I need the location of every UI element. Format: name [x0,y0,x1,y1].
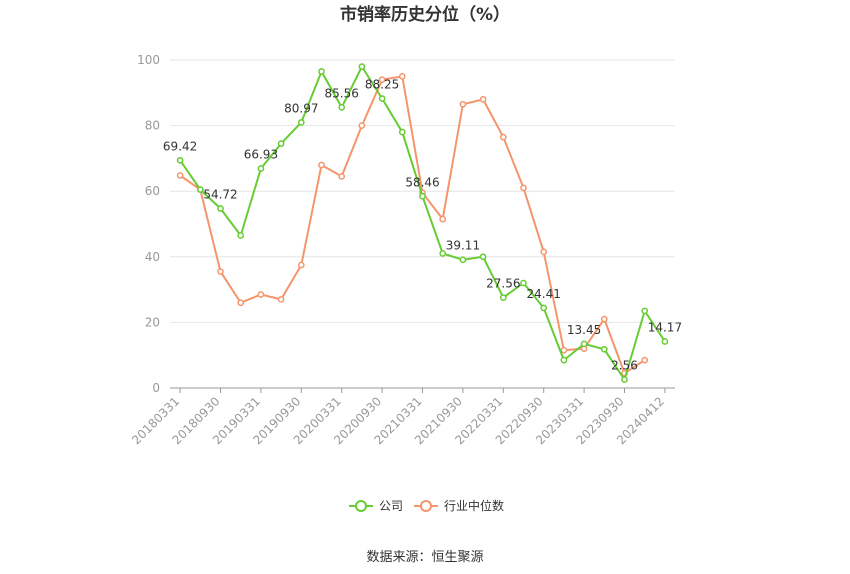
data-point [378,95,386,102]
data-labels: 69.42 54.72 66.93 80.97 85.56 88.25 58.46 39.11… [163,78,682,373]
data-label: 2.56 [611,359,638,373]
legend-swatch-marker [420,500,432,512]
x-axis: 2018033120180930201903312019093020200331… [129,387,675,447]
data-point [297,119,305,126]
series-line [179,75,646,375]
source-text: 数据来源：恒生聚源 [366,550,483,565]
y-tick-label: 0 [152,381,160,395]
data-point [499,133,507,141]
data-point [176,156,184,164]
series-lines [176,63,669,383]
data-point [318,68,325,75]
data-point [580,340,588,348]
y-tick-label: 80 [145,119,160,133]
chart-title: 市销率历史分位（%） [340,4,510,25]
data-point [217,268,224,275]
data-point [217,205,224,212]
data-point [257,291,265,298]
data-point [338,173,346,180]
data-point [439,215,447,223]
data-label: 80.97 [284,101,318,115]
data-label: 39.11 [446,239,480,253]
data-label: 66.93 [244,147,278,161]
data-label: 13.45 [567,323,601,337]
y-axis: 0 20 40 60 80 100 [137,53,160,395]
data-label: 58.46 [405,175,439,189]
data-point [661,338,669,345]
data-point [540,248,548,256]
y-tick-label: 60 [145,184,160,198]
data-point [277,140,285,147]
y-tick-label: 40 [145,250,160,264]
legend-item-1[interactable]: 行业中位数 [414,498,504,513]
data-point [237,232,245,239]
y-tick-label: 20 [145,315,160,329]
data-point [459,256,467,264]
data-point [398,128,406,136]
data-point [479,96,487,103]
data-label: 24.41 [527,287,561,301]
data-label: 14.17 [648,321,682,335]
data-point [439,250,447,257]
data-point [600,315,608,323]
data-point [358,122,366,129]
data-point [297,261,305,269]
data-point [641,356,649,364]
legend[interactable]: 公司 行业中位数 [349,498,504,513]
data-point [520,279,527,287]
y-tick-label: 100 [137,53,160,67]
data-point [641,307,649,315]
data-point [176,172,184,179]
data-label: 69.42 [163,139,197,153]
data-point [499,294,507,301]
data-point [398,73,406,80]
legend-label: 行业中位数 [444,498,504,513]
data-point [419,192,426,200]
data-point [560,346,568,354]
data-point [196,186,204,193]
data-label: 27.56 [486,277,520,291]
data-point [378,76,386,84]
data-point [479,253,487,261]
data-point [459,100,467,108]
data-label: 88.25 [365,78,399,92]
data-point [338,104,346,111]
legend-item-0[interactable]: 公司 [349,499,403,513]
series-1 [176,73,649,377]
data-point [540,304,548,312]
data-point [621,376,628,383]
data-point [520,184,527,192]
data-point [358,63,366,70]
data-label: 85.56 [325,86,359,100]
legend-swatch-marker [355,500,367,512]
data-point [277,296,285,303]
data-point [560,356,568,364]
legend-label: 公司 [379,499,403,513]
data-point [257,165,265,172]
data-point [237,299,245,307]
data-point [600,345,608,353]
data-point [318,161,325,169]
series-0 [176,63,669,383]
data-label: 54.72 [203,188,237,202]
